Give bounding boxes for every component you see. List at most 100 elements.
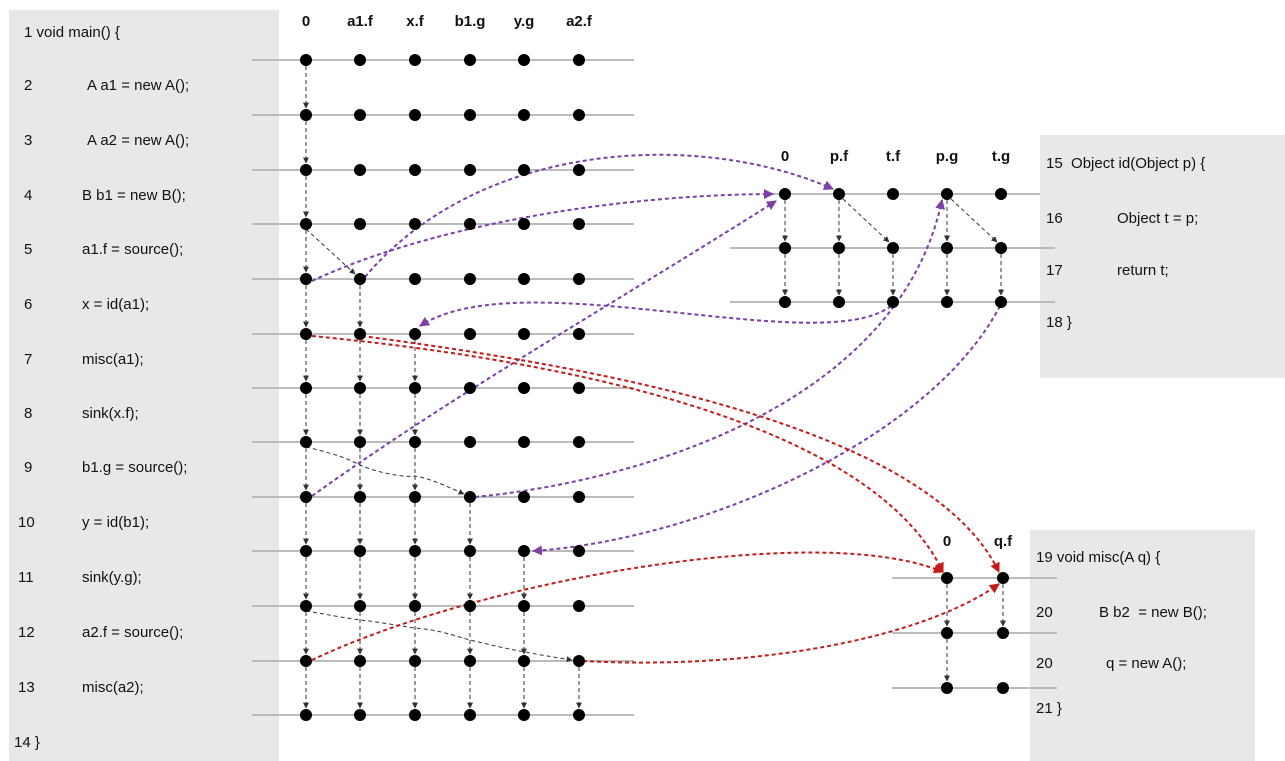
graph-node	[518, 709, 530, 721]
line-number: 20	[1036, 655, 1053, 672]
graph-node	[995, 188, 1007, 200]
graph-node	[300, 709, 312, 721]
graph-node	[354, 109, 366, 121]
code-text: void main() {	[36, 24, 120, 41]
code-text: sink(y.g);	[82, 569, 142, 586]
graph-node	[300, 273, 312, 285]
graph-node	[941, 627, 953, 639]
main-line-5: 5 a1.f = source();	[24, 241, 183, 258]
main-col-header: 0	[301, 13, 311, 30]
graph-node	[300, 164, 312, 176]
graph-node	[833, 296, 845, 308]
graph-node	[887, 188, 899, 200]
flow-edge	[311, 551, 944, 661]
graph-node	[354, 382, 366, 394]
line-number: 7	[24, 351, 33, 368]
graph-node	[518, 273, 530, 285]
graph-node	[354, 54, 366, 66]
main-line-4: 4 B b1 = new B();	[24, 187, 186, 204]
graph-node	[997, 572, 1009, 584]
graph-node	[464, 273, 476, 285]
graph-node	[464, 218, 476, 230]
main-line-11: 11 sink(y.g);	[18, 569, 142, 586]
main-code-panel	[9, 10, 279, 761]
line-number: 8	[24, 405, 33, 422]
id-col-header: p.g	[935, 148, 959, 165]
main-line-14: 14 }	[14, 734, 40, 751]
graph-node	[464, 709, 476, 721]
code-text: A a2 = new A();	[87, 132, 190, 149]
main-line-2: 2 A a1 = new A();	[24, 77, 189, 94]
graph-node	[573, 273, 585, 285]
code-text: }	[34, 734, 40, 751]
line-number: 6	[24, 296, 33, 313]
main-line-13: 13 misc(a2);	[18, 679, 144, 696]
graph-node	[464, 436, 476, 448]
graph-node	[518, 436, 530, 448]
graph-node	[409, 328, 421, 340]
graph-node	[464, 109, 476, 121]
misc-line-19: 19 void misc(A q) {	[1036, 549, 1160, 566]
graph-node	[518, 655, 530, 667]
graph-node	[518, 545, 530, 557]
code-text: a1.f = source();	[82, 241, 184, 258]
flow-edge	[950, 198, 998, 243]
misc-col-header: q.f	[993, 533, 1013, 550]
code-text: B b2 = new B();	[1099, 604, 1207, 621]
graph-node	[995, 242, 1007, 254]
line-number: 12	[18, 624, 35, 641]
line-number: 5	[24, 241, 33, 258]
graph-node	[409, 382, 421, 394]
main-col-header: a2.f	[566, 13, 592, 30]
graph-node	[833, 242, 845, 254]
graph-node	[941, 188, 953, 200]
code-text: b1.g = source();	[82, 459, 188, 476]
id-code-panel	[1040, 135, 1285, 378]
main-line-1: 1 void main() {	[24, 24, 120, 41]
id-col-header: t.f	[885, 148, 901, 165]
line-number: 20	[1036, 604, 1053, 621]
graph-node	[300, 600, 312, 612]
graph-node	[518, 54, 530, 66]
graph-node	[354, 545, 366, 557]
graph-node	[354, 655, 366, 667]
graph-node	[300, 655, 312, 667]
line-number: 18	[1046, 314, 1063, 331]
graph-node	[464, 328, 476, 340]
flow-edge	[311, 335, 944, 573]
graph-node	[300, 545, 312, 557]
graph-node	[409, 109, 421, 121]
graph-node	[354, 709, 366, 721]
code-text: sink(x.f);	[82, 405, 139, 422]
graph-node	[300, 218, 312, 230]
graph-node	[573, 545, 585, 557]
graph-node	[409, 600, 421, 612]
code-text: }	[1066, 314, 1072, 331]
graph-node	[997, 682, 1009, 694]
graph-node	[354, 273, 366, 285]
id-col-header: 0	[780, 148, 790, 165]
code-text: a2.f = source();	[82, 624, 184, 641]
main-col-header: a1.f	[347, 13, 373, 30]
graph-node	[941, 242, 953, 254]
graph-node	[779, 242, 791, 254]
graph-node	[464, 164, 476, 176]
graph-node	[354, 328, 366, 340]
graph-node	[409, 545, 421, 557]
flow-edge	[532, 305, 1001, 556]
misc-line-20a: 20 B b2 = new B();	[1036, 604, 1207, 621]
code-text: }	[1056, 700, 1062, 717]
main-line-3: 3 A a2 = new A();	[24, 132, 189, 149]
main-line-6: 6 x = id(a1);	[24, 296, 149, 313]
code-text: return t;	[1117, 262, 1169, 279]
graph-node	[573, 54, 585, 66]
misc-line-21: 21 }	[1036, 700, 1062, 717]
graph-node	[354, 164, 366, 176]
graph-node	[464, 382, 476, 394]
graph-node	[779, 188, 791, 200]
graph-node	[409, 273, 421, 285]
flow-edge	[361, 335, 1000, 573]
code-text: x = id(a1);	[82, 296, 150, 313]
graph-node	[518, 491, 530, 503]
